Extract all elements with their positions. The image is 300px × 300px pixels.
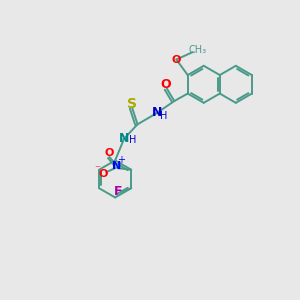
Text: N: N	[152, 106, 162, 119]
Text: H: H	[129, 135, 136, 145]
Text: O: O	[160, 78, 171, 91]
Text: O: O	[98, 169, 107, 178]
Text: N: N	[119, 132, 129, 145]
Text: O: O	[172, 55, 181, 64]
Text: CH₃: CH₃	[188, 45, 206, 55]
Text: F: F	[113, 185, 122, 198]
Text: N: N	[112, 161, 121, 171]
Text: O: O	[105, 148, 114, 158]
Text: S: S	[127, 97, 137, 111]
Text: +: +	[117, 155, 125, 165]
Text: ⁻: ⁻	[94, 164, 100, 174]
Text: H: H	[160, 111, 167, 121]
